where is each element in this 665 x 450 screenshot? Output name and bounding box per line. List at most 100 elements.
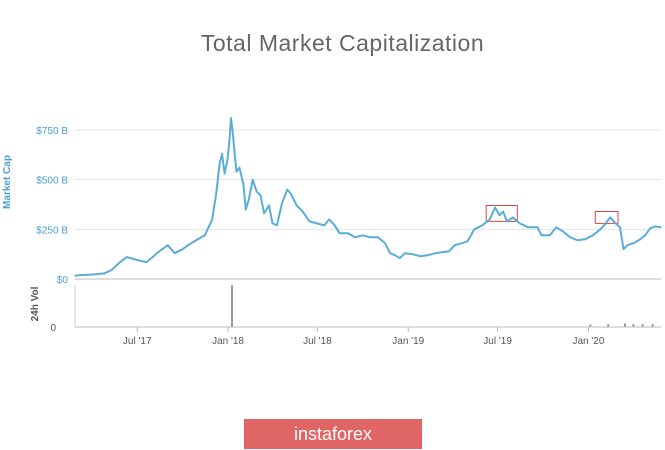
volume-layer [231, 285, 654, 327]
market-cap-point [233, 151, 236, 153]
market-cap-point [394, 254, 396, 256]
market-cap-point [562, 230, 564, 232]
market-cap-point [323, 224, 325, 226]
market-cap-point [328, 218, 330, 220]
y-tick-label: $500 B [36, 176, 68, 187]
market-cap-point [389, 252, 391, 254]
market-cap-point [286, 189, 288, 191]
market-cap-point [527, 226, 529, 228]
market-cap-point [384, 242, 386, 244]
market-cap-point [182, 248, 184, 250]
market-cap-line [74, 117, 662, 277]
volume-bar [607, 324, 610, 327]
series-layer [74, 117, 662, 277]
volume-bar [632, 324, 635, 327]
market-cap-point [519, 222, 521, 224]
market-cap-point [74, 275, 76, 277]
y-tick-label: $750 B [36, 126, 68, 137]
market-cap-point [238, 167, 240, 169]
market-cap-point [224, 173, 226, 175]
market-cap-point [615, 222, 617, 224]
y-tick-label: $0 [57, 275, 69, 286]
market-cap-point [427, 254, 429, 256]
market-cap-point [549, 234, 551, 236]
market-cap-point [230, 117, 232, 119]
market-cap-point [626, 244, 629, 246]
market-cap-point [441, 251, 443, 253]
market-cap-point [404, 252, 406, 254]
market-cap-point [537, 226, 539, 228]
market-cap-point [354, 236, 356, 238]
market-cap-point [133, 258, 135, 260]
market-cap-point [296, 204, 298, 207]
market-cap-point [141, 260, 143, 262]
volume-tick-label: 0 [50, 323, 56, 334]
market-cap-point [281, 202, 283, 205]
market-cap-point [263, 212, 265, 214]
market-cap-point [228, 139, 231, 141]
market-cap-point [93, 273, 95, 275]
grid-layer [75, 129, 661, 230]
x-tick-label: Jan '18 [212, 336, 244, 347]
highlight-box [485, 205, 518, 222]
market-cap-point [481, 224, 483, 226]
x-tick-label: Jan '19 [392, 336, 424, 347]
market-cap-point [577, 239, 579, 241]
x-tick-label: Jul '17 [123, 336, 152, 347]
market-cap-point [555, 226, 557, 228]
market-cap-point [204, 234, 206, 236]
market-cap-point [639, 238, 641, 240]
market-cap-point [489, 218, 491, 220]
market-cap-point [502, 210, 504, 213]
market-cap-point [377, 236, 379, 238]
market-cap-point [592, 234, 594, 236]
volume-bar [231, 285, 233, 327]
market-cap-point [252, 179, 254, 181]
market-cap-point [419, 255, 421, 257]
market-cap-point [221, 153, 223, 155]
market-cap-point [226, 159, 229, 161]
market-cap-point [126, 256, 128, 258]
x-tick-label: Jan '20 [572, 336, 604, 347]
market-cap-point [174, 252, 176, 254]
market-cap-point [146, 261, 148, 263]
market-cap-point [632, 242, 635, 244]
market-cap-point [654, 225, 656, 227]
volume-bar [651, 324, 654, 327]
market-cap-point [316, 222, 318, 224]
market-cap-point [110, 269, 113, 271]
market-cap-point [215, 193, 217, 195]
market-cap-point [151, 256, 154, 258]
market-cap-point [609, 216, 611, 218]
volume-bar [589, 324, 592, 327]
market-cap-point [499, 214, 501, 216]
market-cap-point [584, 238, 586, 240]
market-cap-point [466, 240, 469, 242]
market-cap-point [167, 244, 169, 246]
market-cap-point [369, 236, 371, 238]
x-tick-label: Jul '18 [303, 336, 332, 347]
market-cap-point [268, 204, 270, 207]
market-cap-point [649, 227, 651, 229]
market-cap-point [271, 222, 274, 224]
market-cap-point [188, 243, 191, 245]
market-cap-point [242, 183, 244, 185]
market-cap-point [362, 234, 364, 236]
market-cap-point [644, 234, 646, 236]
market-cap-point [219, 163, 221, 165]
market-cap-point [599, 228, 601, 230]
market-cap-point [231, 129, 234, 131]
market-cap-point [235, 171, 237, 173]
market-cap-point [540, 234, 543, 236]
market-cap-point [619, 226, 621, 228]
market-cap-point [347, 232, 349, 234]
axis-layer: $0 $250 B $500 B $750 B 0 Jul '17 Jan '18 Jul '… [2, 126, 661, 347]
market-cap-point [412, 253, 414, 255]
market-cap-point [256, 191, 258, 193]
market-cap-point [83, 274, 85, 276]
x-tick-label: Jul '19 [483, 336, 512, 347]
market-cap-point [660, 226, 662, 228]
chart-title: Total Market Capitalization [200, 30, 485, 56]
market-cap-point [461, 242, 463, 244]
